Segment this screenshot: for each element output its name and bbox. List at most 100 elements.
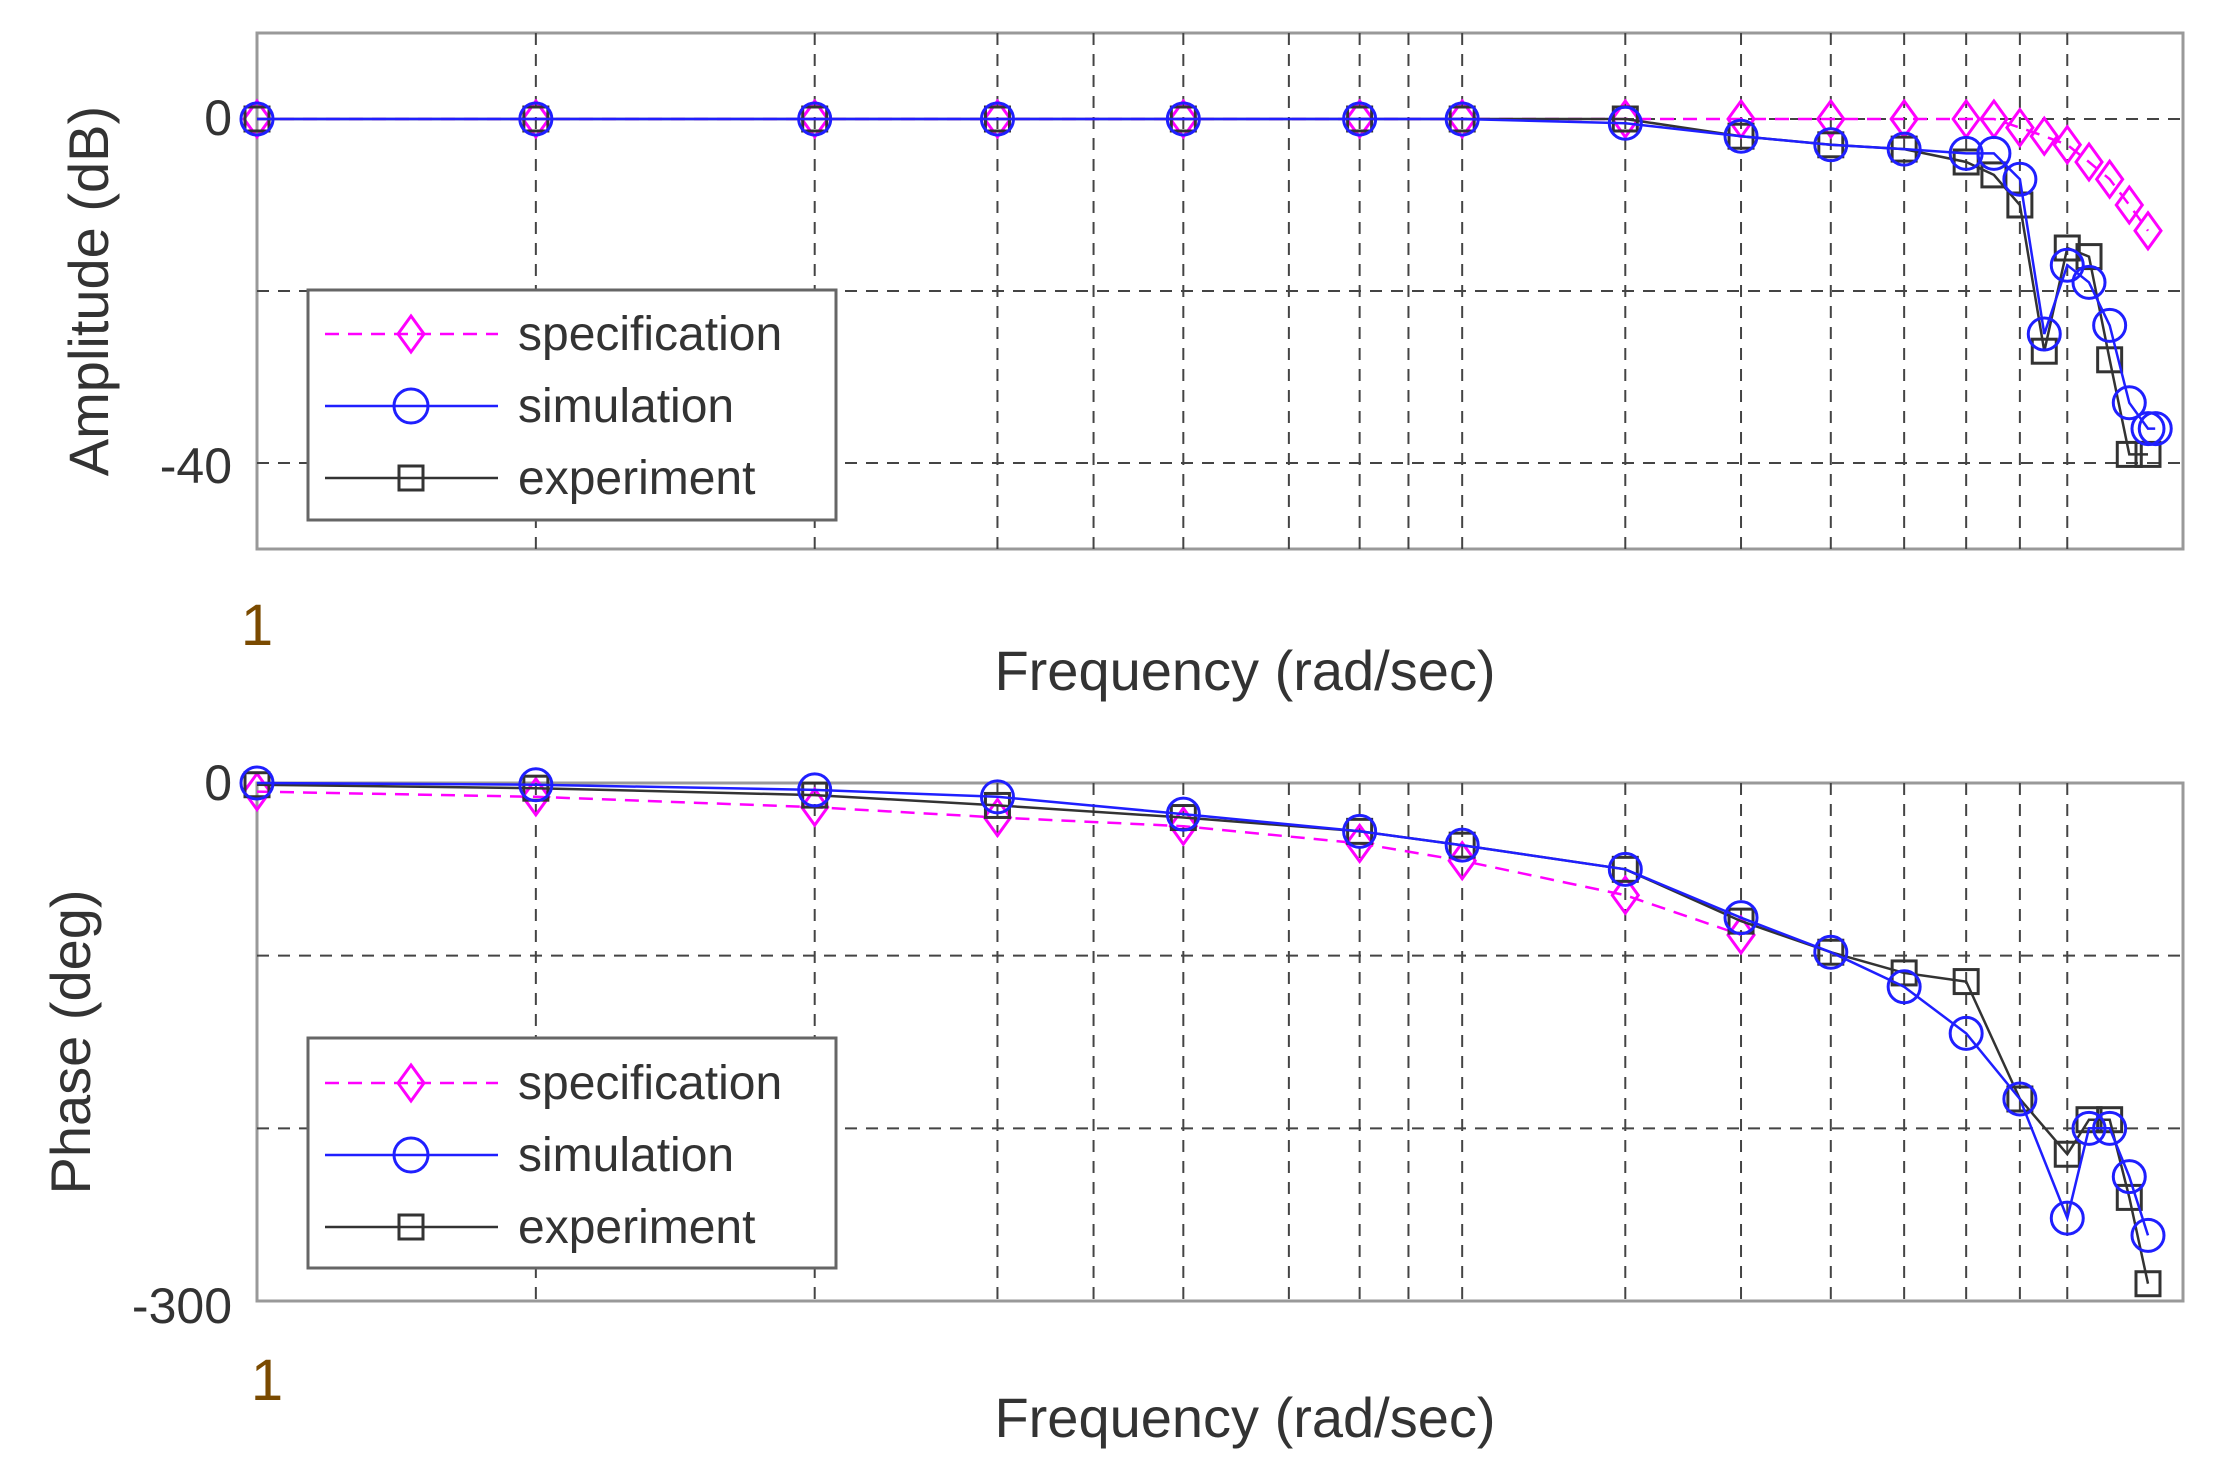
- amplitude-experiment-point-13: [2006, 191, 2034, 219]
- phase-simulation-point-14: [2071, 1110, 2107, 1146]
- amplitude-legend-label-experiment: experiment: [518, 452, 755, 505]
- amplitude-series-simulation: [239, 101, 2173, 447]
- phase-series-experiment: [243, 771, 2162, 1298]
- amplitude-series: [239, 98, 2173, 468]
- amplitude-specification-point-4: [1168, 98, 1199, 140]
- phase-simulation-point-17: [2130, 1217, 2166, 1253]
- amplitude-experiment-point-16: [2075, 243, 2103, 271]
- phase-legend-label-specification: specification: [518, 1057, 782, 1110]
- phase-ytick-neg300: -300: [132, 1278, 232, 1334]
- phase-specification-point-4: [1168, 805, 1199, 847]
- amplitude-simulation-point-12: [1976, 135, 2012, 171]
- phase-plot: 0 -300 1 Frequency (rad/sec) Phase (deg)…: [39, 755, 2185, 1449]
- amplitude-specification-point-19: [2133, 210, 2163, 252]
- amplitude-legend-entry-simulation: simulation: [325, 380, 734, 433]
- amplitude-specification-point-1: [521, 98, 551, 140]
- amplitude-simulation-point-2: [797, 101, 833, 137]
- amplitude-specification-point-14: [2029, 115, 2060, 157]
- phase-experiment-point-7: [1611, 855, 1639, 883]
- amplitude-simulation-point-20: [2137, 411, 2173, 447]
- amplitude-legend-entry-experiment: experiment: [325, 452, 755, 505]
- phase-series: [239, 765, 2166, 1298]
- amplitude-simulation-point-10: [1886, 131, 1922, 167]
- amplitude-simulation-point-5: [1342, 101, 1378, 137]
- phase-simulation-point-8: [1723, 900, 1759, 936]
- amplitude-simulation-point-6: [1444, 101, 1480, 137]
- phase-experiment-point-13: [2053, 1140, 2081, 1168]
- phase-specification-point-2: [799, 786, 830, 828]
- phase-simulation-point-1: [518, 767, 554, 803]
- amplitude-experiment-point-17: [2096, 346, 2124, 374]
- phase-experiment-line: [256, 783, 2150, 1284]
- phase-simulation-point-16: [2111, 1159, 2147, 1195]
- phase-experiment-point-6: [1448, 831, 1476, 859]
- phase-specification-point-6: [1447, 840, 1478, 882]
- amplitude-simulation-point-11: [1948, 135, 1984, 171]
- phase-specification-point-8: [1726, 914, 1756, 956]
- amplitude-legend-entry-specification: specification: [325, 308, 782, 361]
- amplitude-simulation-point-3: [979, 101, 1015, 137]
- amplitude-legend-label-specification: specification: [518, 308, 782, 361]
- amplitude-xlabel: Frequency (rad/sec): [994, 639, 1495, 702]
- amplitude-simulation-point-13: [2002, 161, 2038, 197]
- amplitude-specification-point-18: [2114, 184, 2145, 226]
- amplitude-ytick-neg40: -40: [160, 438, 232, 494]
- phase-simulation-point-4: [1165, 796, 1201, 832]
- phase-xtick-1: 1: [251, 1348, 283, 1413]
- phase-simulation-point-12: [2002, 1081, 2038, 1117]
- phase-ytick-0: 0: [204, 755, 232, 811]
- amplitude-simulation-point-0: [239, 101, 275, 137]
- phase-experiment-point-12: [2006, 1085, 2034, 1113]
- phase-ylabel: Phase (deg): [39, 889, 102, 1194]
- amplitude-specification-point-6: [1447, 98, 1478, 140]
- phase-simulation-point-5: [1342, 813, 1378, 849]
- amplitude-experiment-point-15: [2053, 234, 2081, 262]
- phase-legend: specification simulation experiment: [306, 1036, 838, 1270]
- amplitude-simulation-point-1: [518, 101, 554, 137]
- amplitude-simulation-point-4: [1165, 101, 1201, 137]
- phase-simulation-point-11: [1948, 1015, 1984, 1051]
- amplitude-specification-point-7: [1610, 98, 1641, 140]
- phase-specification-line: [256, 790, 1742, 937]
- amplitude-simulation-point-9: [1813, 127, 1849, 163]
- amplitude-specification-point-0: [242, 98, 272, 140]
- phase-legend-entry-simulation: simulation: [325, 1129, 734, 1182]
- phase-simulation-point-7: [1607, 851, 1643, 887]
- amplitude-specification-point-9: [1815, 98, 1846, 140]
- phase-experiment-point-17: [2134, 1270, 2162, 1298]
- phase-specification-point-1: [521, 776, 551, 818]
- phase-experiment-point-11: [1952, 968, 1980, 996]
- amplitude-specification-point-3: [982, 98, 1013, 140]
- amplitude-simulation-point-16: [2071, 264, 2107, 300]
- phase-specification-point-5: [1344, 822, 1375, 864]
- amplitude-simulation-point-19: [2130, 411, 2166, 447]
- phase-legend-label-simulation: simulation: [518, 1129, 734, 1182]
- amplitude-plot: 0 -40 1 Frequency (rad/sec) Amplitude (d…: [57, 31, 2185, 702]
- phase-legend-entry-specification: specification: [325, 1057, 782, 1110]
- amplitude-specification-point-16: [2074, 141, 2104, 183]
- amplitude-specification-point-15: [2052, 124, 2083, 166]
- amplitude-specification-point-17: [2094, 158, 2125, 200]
- phase-simulation-point-10: [1886, 969, 1922, 1005]
- amplitude-xtick-1: 1: [241, 593, 273, 658]
- amplitude-legend: specification simulation experiment: [306, 288, 838, 522]
- phase-experiment-point-10: [1890, 959, 1918, 987]
- phase-simulation-point-9: [1813, 934, 1849, 970]
- amplitude-specification-point-5: [1344, 98, 1375, 140]
- phase-xlabel: Frequency (rad/sec): [994, 1386, 1495, 1449]
- amplitude-simulation-point-17: [2092, 307, 2128, 343]
- phase-legend-label-experiment: experiment: [518, 1201, 755, 1254]
- phase-legend-box: [306, 1036, 838, 1270]
- phase-simulation-point-3: [979, 779, 1015, 815]
- phase-simulation-point-0: [239, 765, 275, 801]
- phase-experiment-point-0: [243, 771, 271, 799]
- amplitude-simulation-point-8: [1723, 118, 1759, 154]
- amplitude-simulation-point-7: [1607, 105, 1643, 141]
- phase-simulation-point-13: [2049, 1200, 2085, 1236]
- phase-simulation-point-6: [1444, 827, 1480, 863]
- phase-series-simulation: [239, 765, 2166, 1253]
- amplitude-ylabel: Amplitude (dB): [57, 106, 120, 476]
- phase-simulation-point-2: [797, 772, 833, 808]
- amplitude-experiment-point-18: [2115, 440, 2143, 468]
